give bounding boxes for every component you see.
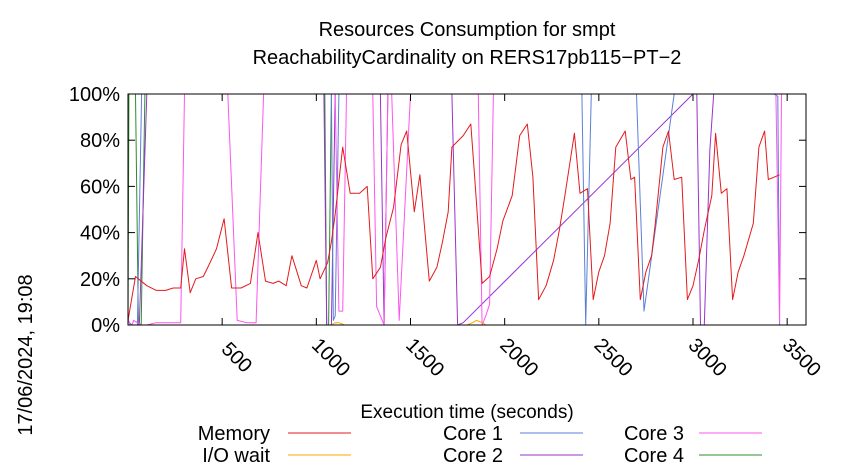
y-tick-label: 40% [80,223,120,245]
y-axis: 0% 20% 40% 60% 80% 100% [69,84,806,337]
x-tick-label: 1000 [307,334,354,381]
series-line-memory [127,123,780,321]
legend-label: Core 3 [624,423,684,445]
y-tick-label: 60% [80,176,120,198]
legend-label: Core 2 [443,445,503,467]
x-tick-label: 500 [217,338,256,377]
x-tick-label: 3000 [684,334,731,381]
legend-label: Core 4 [624,445,684,467]
chart-title-line-2: ReachabilityCardinality on RERS17pb115−P… [253,47,682,69]
series-line-core-1 [127,93,781,326]
x-tick-label: 1500 [401,334,448,381]
plot-frame [127,93,807,326]
legend-label: Core 1 [443,423,503,445]
y-tick-label: 0% [91,315,120,337]
x-tick-label: 2000 [495,334,542,381]
x-tick-label: 2500 [590,334,637,381]
legend-label: I/O wait [202,445,270,467]
y-tick-label: 80% [80,130,120,152]
y-tick-label: 100% [69,84,120,106]
legend-label: Memory [198,423,270,445]
y-tick-label: 20% [80,269,120,291]
x-tick-label: 3500 [778,334,825,381]
chart-title-line-1: Resources Consumption for smpt [319,19,616,41]
x-axis: 500 1000 1500 2000 2500 3000 3500 [217,94,825,381]
series-line-core-2 [128,93,780,326]
series-layer [127,93,806,326]
x-axis-label: Execution time (seconds) [360,402,573,423]
side-timestamp: 17/06/2024, 19:08 [15,274,37,435]
